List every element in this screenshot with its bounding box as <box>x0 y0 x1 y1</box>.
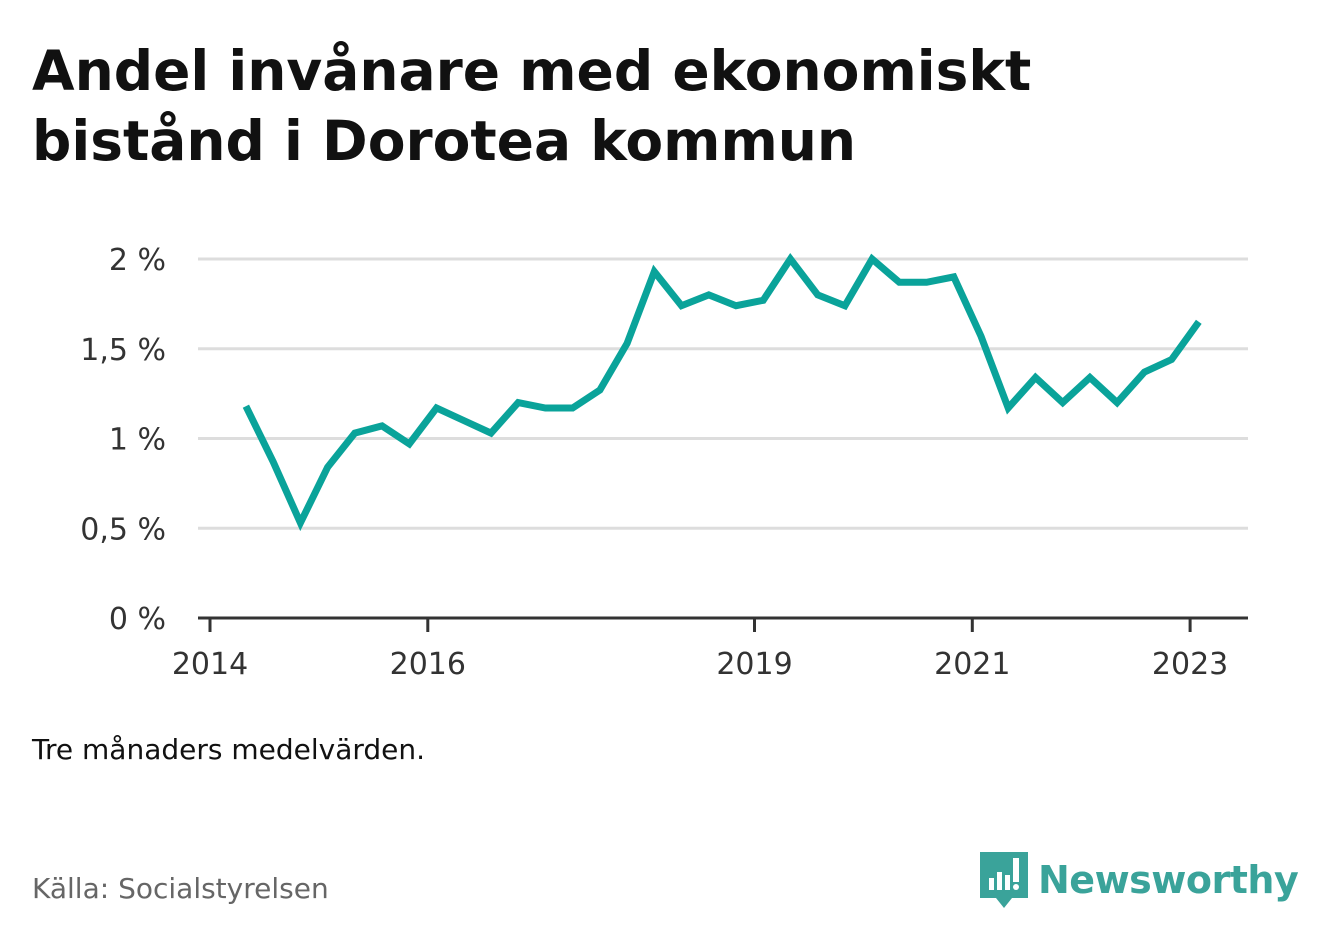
x-axis <box>198 616 1248 632</box>
grid-lines <box>198 257 1248 530</box>
chart-note: Tre månaders medelvärden. <box>32 733 426 766</box>
newsworthy-logo-icon <box>980 852 1028 908</box>
chart-title: Andel invånare med ekonomiskt bistånd i … <box>32 39 1032 173</box>
y-tick-label: 0 % <box>109 602 166 637</box>
y-tick-label: 1 % <box>109 423 166 458</box>
y-tick-label: 2 % <box>109 243 166 278</box>
y-axis-labels: 0 % 0,5 % 1 % 1,5 % 2 % <box>80 243 166 637</box>
x-tick-label: 2023 <box>1152 647 1228 682</box>
newsworthy-logo: Newsworthy <box>980 848 1299 912</box>
x-axis-labels: 2014 2016 2019 2021 2023 <box>172 647 1228 682</box>
x-tick-label: 2016 <box>390 647 466 682</box>
x-tick-label: 2021 <box>934 647 1010 682</box>
source-text: Källa: Socialstyrelsen <box>32 872 329 905</box>
series-line <box>242 252 1202 532</box>
y-tick-label: 0,5 % <box>80 512 166 547</box>
series-layer <box>242 252 1202 532</box>
y-tick-label: 1,5 % <box>80 333 166 368</box>
brand-name: Newsworthy <box>1038 858 1299 902</box>
x-tick-label: 2014 <box>172 647 248 682</box>
x-tick-label: 2019 <box>716 647 792 682</box>
